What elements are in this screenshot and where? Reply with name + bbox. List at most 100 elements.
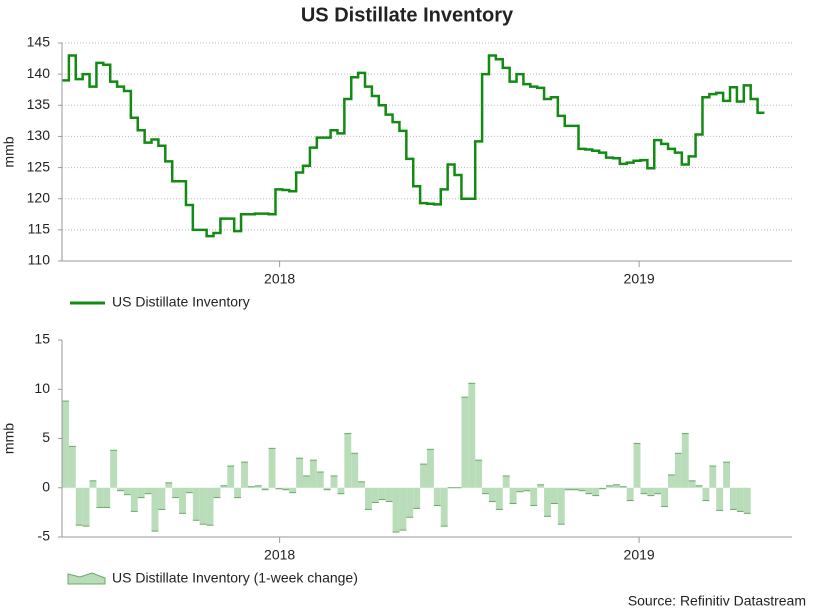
x-tick-label: 2018 bbox=[264, 547, 295, 563]
area-step bbox=[123, 487, 131, 495]
y-tick-label: 130 bbox=[27, 127, 51, 143]
area-step bbox=[537, 484, 545, 488]
area-step bbox=[736, 487, 744, 512]
area-step bbox=[516, 487, 524, 492]
area-step bbox=[96, 487, 104, 508]
area-step bbox=[440, 487, 448, 527]
area-step bbox=[179, 487, 186, 514]
area-step bbox=[523, 487, 531, 491]
area-step bbox=[482, 487, 489, 494]
area-step bbox=[530, 487, 538, 506]
legend-label: US Distillate Inventory (1-week change) bbox=[112, 570, 358, 586]
x-tick-label: 2019 bbox=[624, 547, 655, 563]
area-step bbox=[227, 466, 235, 488]
area-step bbox=[606, 485, 613, 488]
area-step bbox=[89, 480, 97, 488]
area-step bbox=[165, 482, 173, 488]
legend-label: US Distillate Inventory bbox=[112, 294, 250, 310]
area-step bbox=[330, 475, 338, 488]
area-step bbox=[75, 487, 83, 526]
x-tick-label: 2019 bbox=[624, 271, 655, 287]
area-step bbox=[289, 487, 297, 493]
area-step bbox=[392, 487, 400, 533]
area-step bbox=[254, 485, 262, 488]
area-step bbox=[557, 487, 565, 525]
area-step bbox=[337, 487, 345, 494]
y-tick-label: 10 bbox=[34, 380, 50, 396]
area-step bbox=[495, 487, 503, 510]
legend-swatch bbox=[67, 572, 106, 585]
area-step bbox=[62, 401, 69, 488]
area-step bbox=[371, 487, 379, 503]
y-tick-label: 140 bbox=[27, 65, 51, 81]
chart-title: US Distillate Inventory bbox=[301, 4, 514, 26]
area-step bbox=[199, 487, 207, 525]
area-step bbox=[668, 474, 675, 488]
area-step bbox=[544, 487, 551, 517]
area-step bbox=[220, 485, 228, 488]
area-step bbox=[241, 462, 248, 488]
area-step bbox=[730, 487, 737, 510]
y-tick-label: 5 bbox=[42, 429, 50, 445]
area-step bbox=[144, 487, 152, 494]
y-tick-label: 15 bbox=[34, 331, 50, 347]
area-step bbox=[192, 487, 200, 521]
y-tick-label: -5 bbox=[38, 528, 51, 544]
area-step bbox=[413, 487, 421, 509]
area-step bbox=[110, 450, 118, 488]
area-step bbox=[626, 487, 634, 501]
area-step bbox=[571, 487, 579, 490]
x-tick-label: 2018 bbox=[264, 271, 295, 287]
area-step bbox=[358, 481, 366, 488]
area-step bbox=[185, 487, 193, 493]
area-step bbox=[612, 484, 620, 488]
area-step bbox=[654, 487, 662, 494]
area-step bbox=[550, 487, 558, 504]
area-step bbox=[661, 487, 669, 507]
area-step bbox=[206, 487, 214, 526]
area-step bbox=[234, 487, 242, 498]
y-tick-label: 125 bbox=[27, 158, 51, 174]
area-step bbox=[151, 487, 159, 532]
area-step bbox=[716, 487, 724, 511]
area-step bbox=[68, 446, 76, 488]
area-step bbox=[137, 487, 145, 498]
area-step bbox=[647, 487, 655, 496]
area-step bbox=[213, 487, 221, 498]
area-step bbox=[578, 487, 586, 491]
area-step bbox=[303, 475, 310, 488]
area-step bbox=[688, 480, 696, 488]
area-step bbox=[475, 460, 483, 488]
area-step bbox=[158, 487, 166, 510]
y-tick-label: 110 bbox=[28, 252, 51, 268]
y-axis-label: mmb bbox=[1, 136, 17, 167]
area-step bbox=[103, 487, 111, 508]
area-step bbox=[468, 383, 476, 488]
area-step bbox=[433, 487, 441, 506]
area-step bbox=[709, 466, 717, 488]
y-tick-label: 115 bbox=[28, 221, 51, 237]
source: Source: Refinitiv Datastream bbox=[628, 593, 806, 609]
area-step bbox=[681, 433, 689, 488]
area-step bbox=[564, 487, 572, 490]
area-step bbox=[743, 487, 751, 514]
area-step bbox=[461, 397, 469, 488]
area-step bbox=[633, 443, 641, 488]
area-step bbox=[316, 471, 324, 488]
area-step bbox=[640, 487, 648, 494]
area-step bbox=[130, 487, 138, 512]
area-step bbox=[674, 453, 682, 488]
area-step bbox=[268, 448, 276, 488]
area-step bbox=[420, 464, 427, 488]
area-step bbox=[323, 487, 331, 490]
area-step bbox=[261, 487, 269, 490]
area-step bbox=[592, 487, 600, 496]
area-step bbox=[117, 487, 124, 491]
area-step bbox=[399, 487, 407, 531]
area-step bbox=[351, 453, 359, 488]
area-step bbox=[427, 449, 434, 488]
area-step bbox=[702, 487, 710, 501]
area-step bbox=[509, 487, 517, 504]
area-step bbox=[296, 458, 304, 488]
